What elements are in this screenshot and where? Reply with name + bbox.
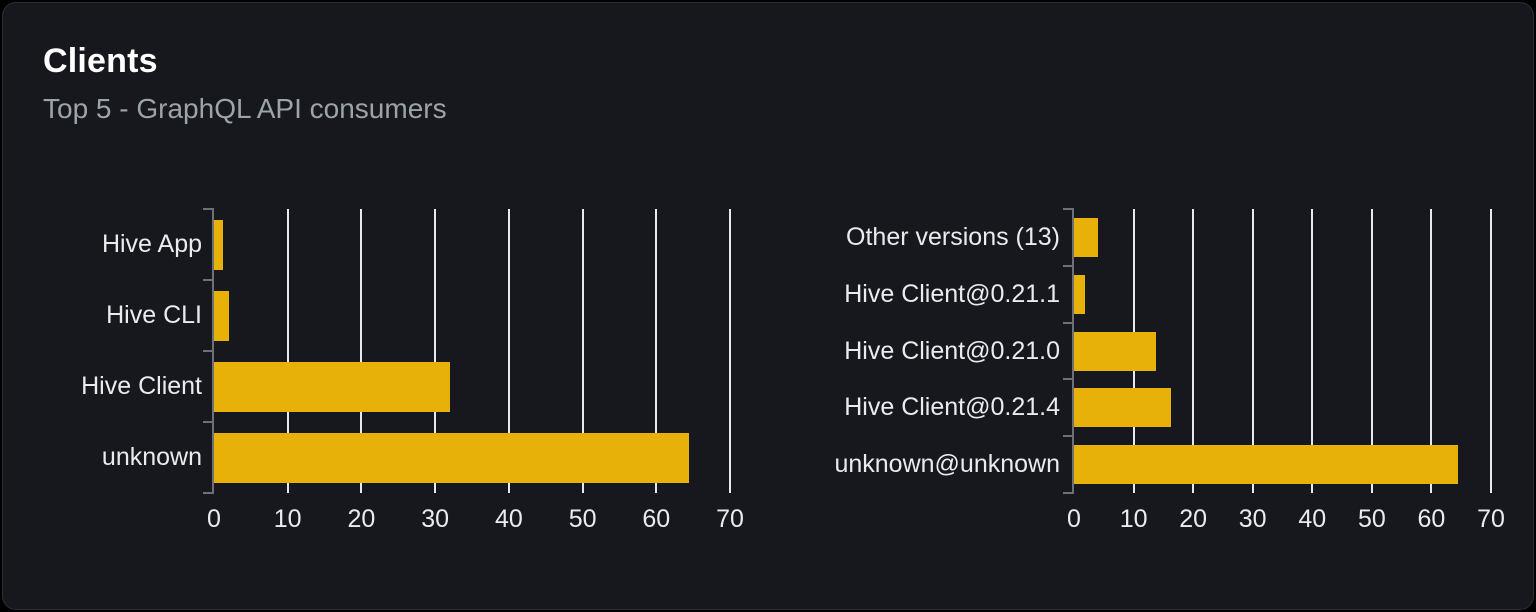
x-gridline	[1490, 209, 1492, 493]
x-axis-tick-label: 0	[1067, 505, 1081, 533]
card-header: Clients Top 5 - GraphQL API consumers	[43, 43, 447, 125]
card-subtitle: Top 5 - GraphQL API consumers	[43, 93, 447, 124]
y-axis-tick	[1063, 321, 1072, 324]
y-axis-line	[1072, 208, 1074, 494]
y-axis-tick	[203, 350, 212, 352]
category-label: Other versions (13)	[846, 223, 1060, 251]
bar	[1074, 217, 1098, 257]
bar	[214, 432, 689, 483]
x-axis-tick-label: 10	[1119, 505, 1148, 533]
card-title: Clients	[43, 42, 158, 80]
bar	[1074, 388, 1172, 428]
x-axis-tick-label: 20	[1179, 505, 1207, 533]
x-axis-tick-label: 30	[421, 505, 449, 533]
bar	[214, 219, 223, 270]
x-axis-tick-label: 30	[1238, 505, 1267, 533]
x-gridline	[507, 209, 510, 493]
bar	[214, 290, 229, 341]
category-label: Hive App	[101, 230, 202, 258]
x-axis-tick-label: 60	[642, 505, 671, 533]
bar	[1074, 445, 1458, 485]
x-gridline	[1251, 209, 1254, 493]
x-axis-tick-label: 50	[568, 505, 597, 533]
y-axis-tick	[1063, 378, 1072, 381]
x-axis-tick-label: 10	[273, 505, 302, 533]
category-label: Hive Client@0.21.0	[844, 336, 1060, 365]
y-axis-tick	[1063, 492, 1072, 494]
y-axis-tick	[203, 421, 212, 423]
x-axis-tick-label: 40	[1298, 505, 1327, 533]
category-label: Hive CLI	[106, 301, 202, 329]
y-axis-tick	[203, 492, 212, 494]
x-gridline	[655, 209, 658, 493]
category-label: Hive Client@0.21.4	[844, 393, 1060, 422]
x-axis-tick-label: 70	[1477, 505, 1505, 533]
y-axis-tick	[1063, 264, 1072, 267]
bar	[1074, 274, 1085, 314]
bar	[1074, 331, 1157, 371]
x-axis-tick-label: 40	[494, 505, 523, 533]
x-axis-tick-label: 60	[1417, 505, 1446, 533]
x-gridline	[434, 209, 437, 493]
x-gridline	[286, 209, 289, 493]
x-gridline	[1192, 209, 1195, 493]
category-label: unknown	[101, 443, 202, 471]
y-axis-tick	[1063, 208, 1072, 210]
x-gridline	[1430, 209, 1433, 493]
category-label: Hive Client@0.21.1	[844, 279, 1060, 308]
x-gridline	[729, 209, 731, 493]
y-axis-tick	[203, 279, 212, 281]
category-label: Hive Client	[81, 372, 202, 400]
y-axis-line	[212, 208, 214, 494]
category-label: unknown@unknown	[834, 450, 1060, 479]
x-gridline	[1311, 209, 1314, 493]
y-axis-tick	[1063, 435, 1072, 438]
bar	[214, 361, 450, 412]
x-gridline	[581, 209, 584, 493]
x-axis-tick-label: 20	[347, 505, 376, 533]
x-axis-tick-label: 50	[1357, 505, 1386, 533]
x-axis-tick-label: 0	[207, 505, 221, 533]
x-gridline	[360, 209, 363, 493]
x-gridline	[1370, 209, 1373, 493]
x-axis-tick-label: 70	[716, 505, 744, 533]
y-axis-tick	[203, 208, 212, 210]
